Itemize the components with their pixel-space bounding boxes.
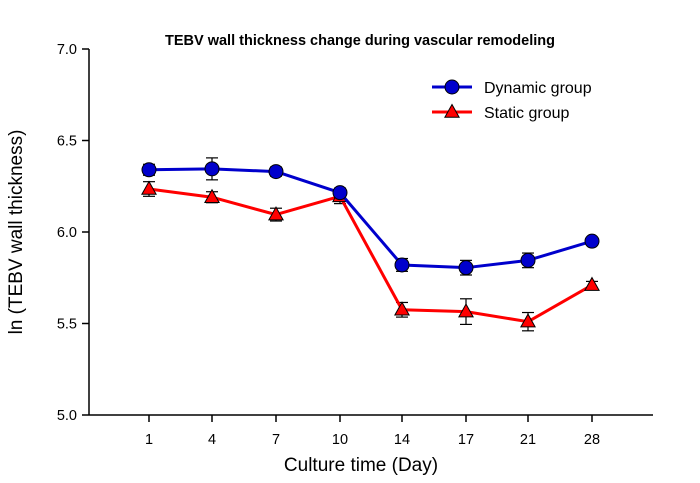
- x-tick-label: 10: [332, 432, 348, 448]
- data-point: [394, 257, 410, 273]
- legend-label: Static group: [484, 105, 569, 122]
- data-point: [141, 180, 157, 195]
- legend-item: Dynamic group: [432, 79, 592, 97]
- data-point: [394, 301, 410, 316]
- data-point: [268, 164, 284, 180]
- legend-label: Dynamic group: [484, 80, 592, 97]
- data-point: [520, 313, 536, 328]
- data-point: [458, 260, 474, 276]
- data-point: [584, 233, 600, 249]
- x-tick-label: 7: [272, 432, 280, 448]
- y-axis-label: ln (TEBV wall thickness): [6, 130, 27, 335]
- data-point: [204, 161, 220, 177]
- chart-title: TEBV wall thickness change during vascul…: [165, 33, 555, 49]
- y-tick-label: 5.0: [57, 408, 77, 424]
- data-point: [584, 276, 600, 291]
- axes: 5.05.56.06.57.01 4 7 10 14 17 21 28: [57, 42, 653, 448]
- y-tick-label: 6.0: [57, 225, 77, 241]
- series-line: [148, 167, 593, 270]
- legend-marker: [444, 79, 460, 95]
- x-tick-label: 28: [584, 432, 600, 448]
- data-point: [458, 303, 474, 318]
- x-tick-label: 4: [208, 432, 216, 448]
- y-tick-label: 7.0: [57, 42, 77, 58]
- x-tick-label: 14: [394, 432, 410, 448]
- plot-area: [141, 157, 600, 332]
- x-tick-label: 1: [145, 432, 153, 448]
- legend: Dynamic group Static group: [432, 79, 592, 122]
- y-tick-label: 6.5: [57, 134, 77, 150]
- series-line: [148, 187, 593, 324]
- data-point: [268, 206, 284, 221]
- x-axis-label: Culture time (Day): [284, 455, 438, 476]
- y-tick-label: 5.5: [57, 317, 77, 333]
- legend-item: Static group: [432, 103, 569, 122]
- legend-marker: [444, 103, 460, 118]
- x-tick-label: 21: [520, 432, 536, 448]
- data-point: [141, 162, 157, 178]
- data-point: [204, 188, 220, 203]
- data-point: [520, 252, 536, 268]
- data-point: [332, 185, 348, 201]
- x-tick-label: 17: [458, 432, 474, 448]
- series-dynamic-group: [141, 157, 600, 276]
